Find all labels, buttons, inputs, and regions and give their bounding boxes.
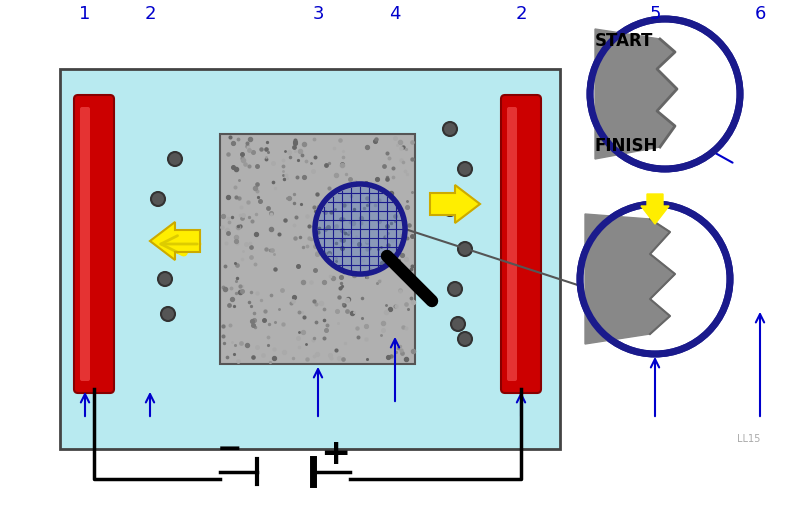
Circle shape [458,242,472,256]
Text: FINISH: FINISH [595,137,658,155]
FancyBboxPatch shape [60,69,560,449]
Circle shape [168,152,182,166]
Circle shape [151,192,165,206]
Text: +: + [320,437,350,471]
Polygon shape [595,29,677,159]
FancyBboxPatch shape [220,134,415,364]
Text: 5: 5 [650,5,661,23]
Circle shape [161,307,175,321]
Text: LL15: LL15 [736,434,760,444]
FancyArrow shape [150,222,200,260]
Circle shape [443,202,457,216]
Circle shape [458,162,472,176]
Circle shape [158,272,172,286]
Circle shape [318,187,402,271]
Text: 6: 6 [755,5,766,23]
Circle shape [443,122,457,136]
FancyBboxPatch shape [80,107,90,381]
FancyBboxPatch shape [507,107,517,381]
Text: 2: 2 [144,5,156,23]
Text: 2: 2 [515,5,527,23]
FancyArrow shape [641,194,669,224]
Text: START: START [595,32,654,50]
FancyArrow shape [430,185,480,223]
Text: −: − [217,435,243,464]
Circle shape [451,317,465,331]
Text: 1: 1 [80,5,91,23]
Text: 3: 3 [312,5,324,23]
Circle shape [448,282,462,296]
Circle shape [458,332,472,346]
FancyBboxPatch shape [501,95,541,393]
Text: 4: 4 [389,5,400,23]
Polygon shape [585,214,675,344]
Circle shape [168,232,182,246]
FancyBboxPatch shape [74,95,114,393]
Circle shape [590,19,740,169]
Circle shape [580,204,730,354]
